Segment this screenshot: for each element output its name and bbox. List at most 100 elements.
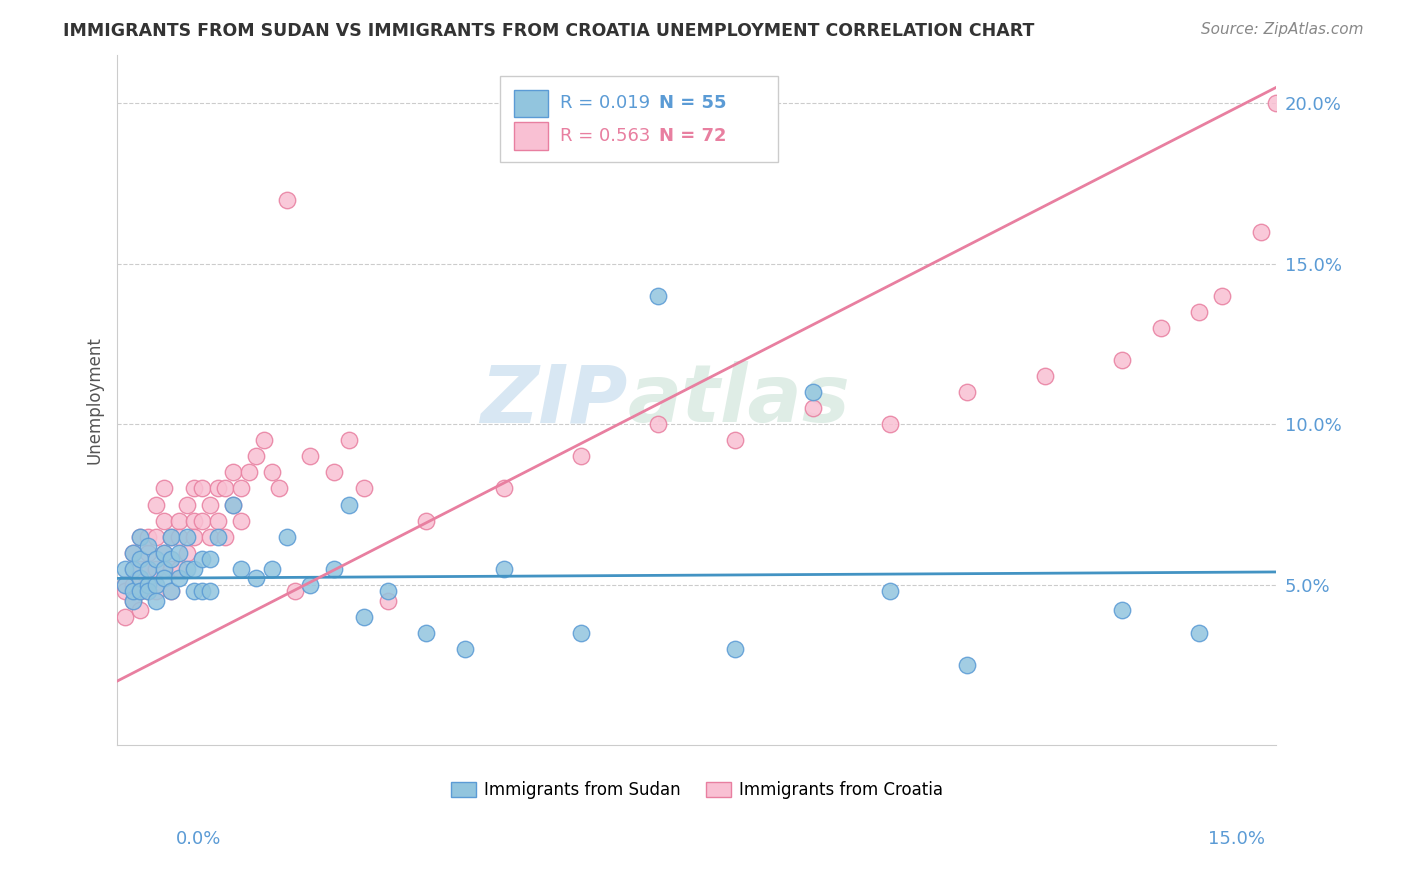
Point [337,498,360,512]
Point [801,401,824,416]
Point [121,562,143,576]
Point [322,466,344,480]
Point [276,193,298,207]
Point [245,450,267,464]
Text: 0.0%: 0.0% [176,830,221,847]
Point [114,610,136,624]
Point [1111,603,1133,617]
Point [1265,96,1288,111]
Point [160,562,183,576]
Point [183,530,205,544]
Point [121,594,143,608]
Text: N = 55: N = 55 [658,95,725,112]
Point [1111,353,1133,368]
Point [129,584,152,599]
Point [121,546,143,560]
Point [152,482,174,496]
Point [176,530,198,544]
Point [145,584,167,599]
Point [569,626,592,640]
Point [198,552,221,566]
Point [121,546,143,560]
Point [191,514,214,528]
Text: ZIP: ZIP [479,361,627,439]
Text: 15.0%: 15.0% [1208,830,1265,847]
Point [198,530,221,544]
Bar [513,122,548,150]
Point [724,434,747,448]
Point [1250,225,1272,239]
Point [114,584,136,599]
Point [1211,289,1233,303]
Point [176,498,198,512]
Point [377,584,399,599]
Point [176,546,198,560]
Point [229,562,252,576]
Point [1188,305,1211,319]
Point [145,562,167,576]
Point [229,514,252,528]
Point [136,546,159,560]
Point [222,498,245,512]
Point [322,562,344,576]
Legend: Immigrants from Sudan, Immigrants from Croatia: Immigrants from Sudan, Immigrants from C… [444,774,949,806]
Point [956,658,979,673]
Point [183,482,205,496]
Text: N = 72: N = 72 [658,127,725,145]
Point [238,466,260,480]
Point [214,530,236,544]
Point [129,603,152,617]
Point [1033,369,1056,384]
Point [136,530,159,544]
Point [207,514,229,528]
Point [136,562,159,576]
Point [207,530,229,544]
Point [129,584,152,599]
Point [198,498,221,512]
Point [145,578,167,592]
Point [647,417,669,432]
Point [160,530,183,544]
Text: IMMIGRANTS FROM SUDAN VS IMMIGRANTS FROM CROATIA UNEMPLOYMENT CORRELATION CHART: IMMIGRANTS FROM SUDAN VS IMMIGRANTS FROM… [63,22,1035,40]
Point [114,578,136,592]
Point [152,562,174,576]
Point [167,514,190,528]
Point [129,530,152,544]
Point [152,546,174,560]
Point [377,594,399,608]
Point [207,482,229,496]
Bar [513,90,548,117]
Text: R = 0.019: R = 0.019 [560,95,650,112]
Point [121,584,143,599]
Point [245,571,267,585]
Point [229,482,252,496]
Point [152,514,174,528]
Point [167,530,190,544]
Point [492,562,515,576]
Bar [499,76,778,162]
Point [129,530,152,544]
Point [114,578,136,592]
Point [129,562,152,576]
Point [136,539,159,553]
Point [337,434,360,448]
Point [167,546,190,560]
Point [353,610,375,624]
Point [136,562,159,576]
Point [454,642,477,657]
Point [176,562,198,576]
Point [724,642,747,657]
Point [145,498,167,512]
Point [191,552,214,566]
Point [801,385,824,400]
Point [129,571,152,585]
Point [160,584,183,599]
Point [260,466,283,480]
Point [136,584,159,599]
Point [160,530,183,544]
Point [191,584,214,599]
Point [191,482,214,496]
Point [299,578,322,592]
Point [136,584,159,599]
Point [492,482,515,496]
